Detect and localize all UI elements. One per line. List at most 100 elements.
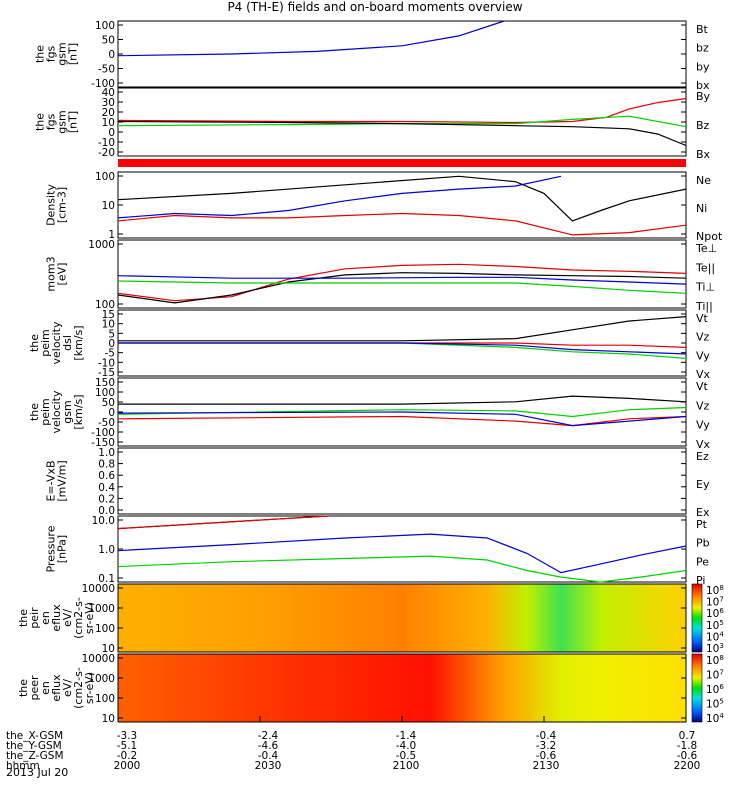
- xaxis-value: 2130: [533, 760, 560, 772]
- ytick-label: 0.8: [98, 459, 115, 471]
- ylabel-line: (cm2-s-: [72, 667, 85, 709]
- legend-Pi: Pi: [696, 574, 705, 587]
- legend-Bx: Bx: [696, 148, 711, 161]
- xaxis-value: 2200: [674, 760, 701, 772]
- ylabel-line: [cm-3]: [56, 187, 69, 223]
- xaxis-row-label: the_X-GSM: [6, 730, 63, 742]
- ylabel-line: the: [28, 334, 41, 352]
- temperature-series-Te||: [117, 272, 687, 304]
- ylabel-line: the: [34, 113, 47, 131]
- xaxis-row-label: the_Z-GSM: [6, 750, 64, 762]
- pressure-series-Pi: [117, 533, 687, 574]
- legend-bz: bz: [696, 42, 709, 55]
- legend-Vy: Vy: [696, 419, 710, 432]
- pressure-series-Pb: [117, 515, 329, 530]
- legend-Vy: Vy: [696, 349, 710, 362]
- ylabel-line: en: [39, 681, 52, 695]
- xaxis-value: -4.0: [396, 740, 417, 752]
- legend-Npot: Npot: [696, 230, 723, 243]
- ylabel-line: en: [39, 611, 52, 625]
- ytick-label: 150: [95, 377, 115, 389]
- legend-By: By: [696, 90, 711, 103]
- peim_velocity_dsl-series-Vx: [118, 342, 687, 355]
- ytick-label: 1000: [88, 673, 115, 685]
- ytick-label: 100: [95, 171, 115, 183]
- ytick-label: 0.1: [98, 573, 115, 585]
- ylabel-line: [nT]: [67, 111, 80, 133]
- legend-Vx: Vx: [696, 438, 711, 451]
- xaxis-value: 0.7: [679, 730, 696, 742]
- ytick-label: 1.0: [98, 544, 115, 556]
- ytick-label: 0.0: [98, 505, 115, 517]
- legend-Ti⊥: Ti⊥: [695, 281, 715, 294]
- legend-Ez: Ez: [696, 450, 709, 463]
- legend-Pt: Pt: [696, 518, 708, 531]
- ytick-label: -10: [98, 137, 115, 149]
- ylabel-line: eflux: [50, 674, 63, 702]
- ytick-label: 10000: [82, 583, 115, 595]
- date-label: 2013 Jul 20: [6, 766, 69, 779]
- xaxis-value: -2.4: [258, 730, 279, 742]
- pressure-series-Pe: [117, 555, 687, 583]
- ylabel-line: velocity: [50, 321, 63, 364]
- xaxis-value: 2100: [393, 760, 420, 772]
- xaxis-value: -0.6: [536, 750, 557, 762]
- ytick-label: 1.0: [98, 447, 115, 459]
- exb-frame: [117, 447, 687, 515]
- temperature-frame: [117, 239, 687, 309]
- ylabel-line: dsl: [61, 335, 74, 351]
- density-series-Ne: [117, 212, 687, 236]
- ytick-label: 100: [95, 693, 115, 705]
- density-series-Npot: [117, 175, 562, 219]
- ylabel-line: [mV/m]: [56, 460, 69, 501]
- legend-Pb: Pb: [696, 537, 710, 550]
- ytick-label: 5: [108, 328, 115, 340]
- peim_velocity_dsl-series-Vz: [118, 342, 687, 348]
- ytick-label: 0.6: [98, 470, 115, 482]
- ytick-label: 10: [102, 713, 115, 725]
- ytick-label: 1: [108, 229, 115, 241]
- ytick-label: 10.0: [92, 515, 115, 527]
- ytick-label: -10: [98, 357, 115, 369]
- peir_en_eflux-frame: [117, 583, 687, 653]
- ylabel-line: peer: [28, 675, 41, 701]
- ylabel-line: [km/s]: [72, 325, 85, 360]
- ylabel-line: [nT]: [67, 43, 80, 65]
- ytick-label: 50: [102, 35, 115, 47]
- ytick-label: 40: [102, 87, 115, 99]
- legend-bx: bx: [696, 79, 710, 92]
- ytick-label: 100: [95, 299, 115, 311]
- ytick-label: -50: [98, 64, 115, 76]
- ylabel-line: the: [17, 679, 30, 697]
- peir_en_eflux-heatmap: [118, 584, 686, 652]
- ylabel-line: [km/s]: [72, 394, 85, 429]
- ylabel-line: [eV]: [56, 263, 69, 286]
- colorbar-tick: 108: [706, 654, 724, 667]
- ylabel-line: velocity: [50, 390, 63, 433]
- legend-Vz: Vz: [696, 331, 710, 344]
- ytick-label: 10: [102, 643, 115, 655]
- legend-Vt: Vt: [696, 380, 709, 393]
- peer_en_eflux-colorbar: [691, 653, 703, 723]
- ytick-label: 100: [95, 387, 115, 399]
- peim_velocity_gsm-series-Vt: [118, 395, 687, 405]
- xaxis-row-label: hhmm: [6, 760, 40, 772]
- colorbar-tick: 104: [706, 712, 724, 725]
- ytick-label: 0.2: [98, 493, 115, 505]
- legend-Ti||: Ti||: [695, 300, 713, 313]
- xaxis-value: 2000: [114, 760, 141, 772]
- legend-Vt: Vt: [696, 312, 709, 325]
- colorbar-tick: 106: [706, 683, 724, 696]
- xaxis-value: -0.4: [536, 730, 557, 742]
- xaxis-value: -3.2: [536, 740, 557, 752]
- xaxis-value: 2030: [255, 760, 282, 772]
- xaxis-value: -1.8: [677, 740, 698, 752]
- legend-Ey: Ey: [696, 478, 710, 491]
- ytick-label: 10: [102, 117, 115, 129]
- xaxis-value: -0.6: [677, 750, 698, 762]
- ylabel-line: Pressure: [45, 525, 58, 572]
- ytick-label: -100: [91, 78, 115, 90]
- xaxis-value: -4.6: [258, 740, 279, 752]
